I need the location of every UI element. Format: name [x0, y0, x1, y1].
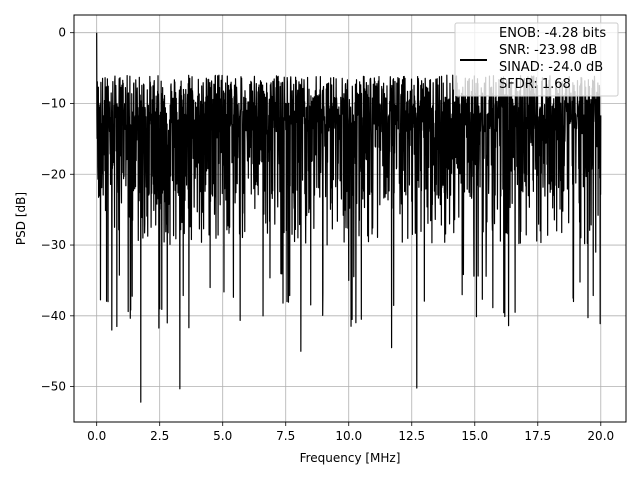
x-tick-label: 12.5	[398, 429, 425, 443]
psd-series	[96, 32, 602, 403]
y-tick-label: −40	[41, 309, 66, 323]
legend-box	[454, 22, 619, 97]
psd-line	[96, 32, 602, 403]
legend-sinad: SINAD: -24.0 dB	[499, 60, 603, 75]
y-axis-label: PSD [dB]	[14, 192, 28, 245]
y-tick-label: −50	[41, 380, 66, 394]
y-tick-label: −30	[41, 238, 66, 252]
legend-snr: SNR: -23.98 dB	[499, 43, 597, 58]
plot-frame	[73, 14, 627, 423]
x-tick-label: 7.5	[276, 429, 295, 443]
x-tick-label: 0.0	[87, 429, 106, 443]
x-tick-label: 20.0	[587, 429, 614, 443]
legend: ENOB: -4.28 bits SNR: -23.98 dB SINAD: -…	[454, 22, 619, 97]
x-axis-label: Frequency [MHz]	[300, 451, 401, 465]
x-axis-ticks: 0.0 2.5 5.0 7.5 10.0 12.5 15.0 17.5 20.0	[87, 422, 614, 443]
y-tick-label: −10	[41, 96, 66, 110]
x-tick-label: 10.0	[335, 429, 362, 443]
x-tick-label: 5.0	[213, 429, 232, 443]
x-tick-label: 17.5	[524, 429, 551, 443]
legend-enob: ENOB: -4.28 bits	[499, 26, 606, 41]
y-axis-ticks: 0 −10 −20 −30 −40 −50	[41, 26, 74, 394]
y-tick-label: −20	[41, 167, 66, 181]
y-tick-label: 0	[58, 26, 66, 40]
x-tick-label: 2.5	[150, 429, 169, 443]
x-tick-label: 15.0	[461, 429, 488, 443]
legend-sfdr: SFDR: 1.68	[499, 77, 571, 92]
